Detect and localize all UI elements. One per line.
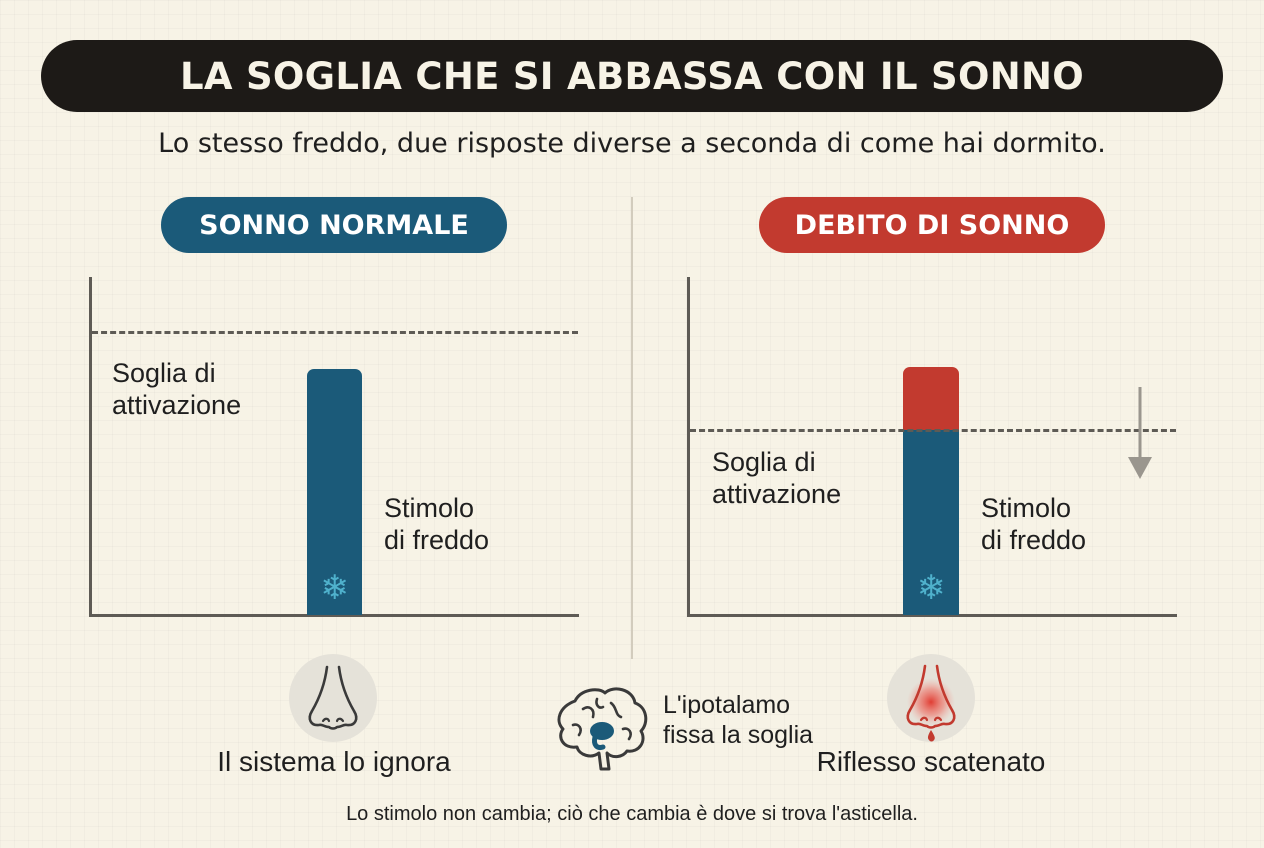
subtitle: Lo stesso freddo, due risposte diverse a… xyxy=(158,128,1106,159)
left-x-axis xyxy=(89,614,579,617)
right-chart: ❄ Soglia di attivazione Stimolo di fredd… xyxy=(632,0,1264,640)
snowflake-icon: ❄ xyxy=(916,568,946,608)
footer-note: Lo stimolo non cambia; ciò che cambia è … xyxy=(346,803,918,825)
left-chart: Soglia di attivazione ❄ Stimolo di fredd… xyxy=(0,0,632,640)
brain-icon xyxy=(557,687,648,771)
right-y-axis xyxy=(687,277,690,617)
right-stimulus-excess xyxy=(903,367,959,431)
irritated-nose-icon xyxy=(906,664,956,742)
title-bar: LA SOGLIA CHE SI ABBASSA CON IL SONNO xyxy=(41,40,1223,112)
left-threshold-line xyxy=(92,331,578,334)
right-stimulus-label: Stimolo di freddo xyxy=(981,493,1087,555)
left-y-axis xyxy=(89,277,92,617)
left-stimulus-bar: ❄ xyxy=(307,369,362,615)
right-response-label: Riflesso scatenato xyxy=(816,746,1046,777)
left-response-label: Il sistema lo ignora xyxy=(217,746,451,777)
nose-icon xyxy=(308,665,358,730)
right-x-axis xyxy=(687,614,1177,617)
hypothalamus-label: L'ipotalamo fissa la soglia xyxy=(663,691,814,749)
irritated-nose-circle xyxy=(887,654,975,742)
sleep-debt-badge: DEBITO DI SONNO xyxy=(759,197,1105,253)
left-threshold-label: Soglia di attivazione xyxy=(112,358,242,420)
right-threshold-line xyxy=(690,429,1176,432)
left-stimulus-label: Stimolo di freddo xyxy=(384,493,490,555)
arrow-down-icon xyxy=(1128,387,1152,479)
right-stimulus-bar: ❄ xyxy=(903,430,959,615)
normal-sleep-badge: SONNO NORMALE xyxy=(161,197,507,253)
page-title: LA SOGLIA CHE SI ABBASSA CON IL SONNO xyxy=(179,54,1085,98)
panel-divider xyxy=(631,197,633,659)
nose-circle xyxy=(289,654,377,742)
right-threshold-label: Soglia di attivazione xyxy=(712,447,842,509)
snowflake-icon: ❄ xyxy=(320,568,349,608)
